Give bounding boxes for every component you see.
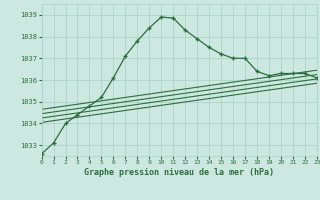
X-axis label: Graphe pression niveau de la mer (hPa): Graphe pression niveau de la mer (hPa) xyxy=(84,168,274,177)
